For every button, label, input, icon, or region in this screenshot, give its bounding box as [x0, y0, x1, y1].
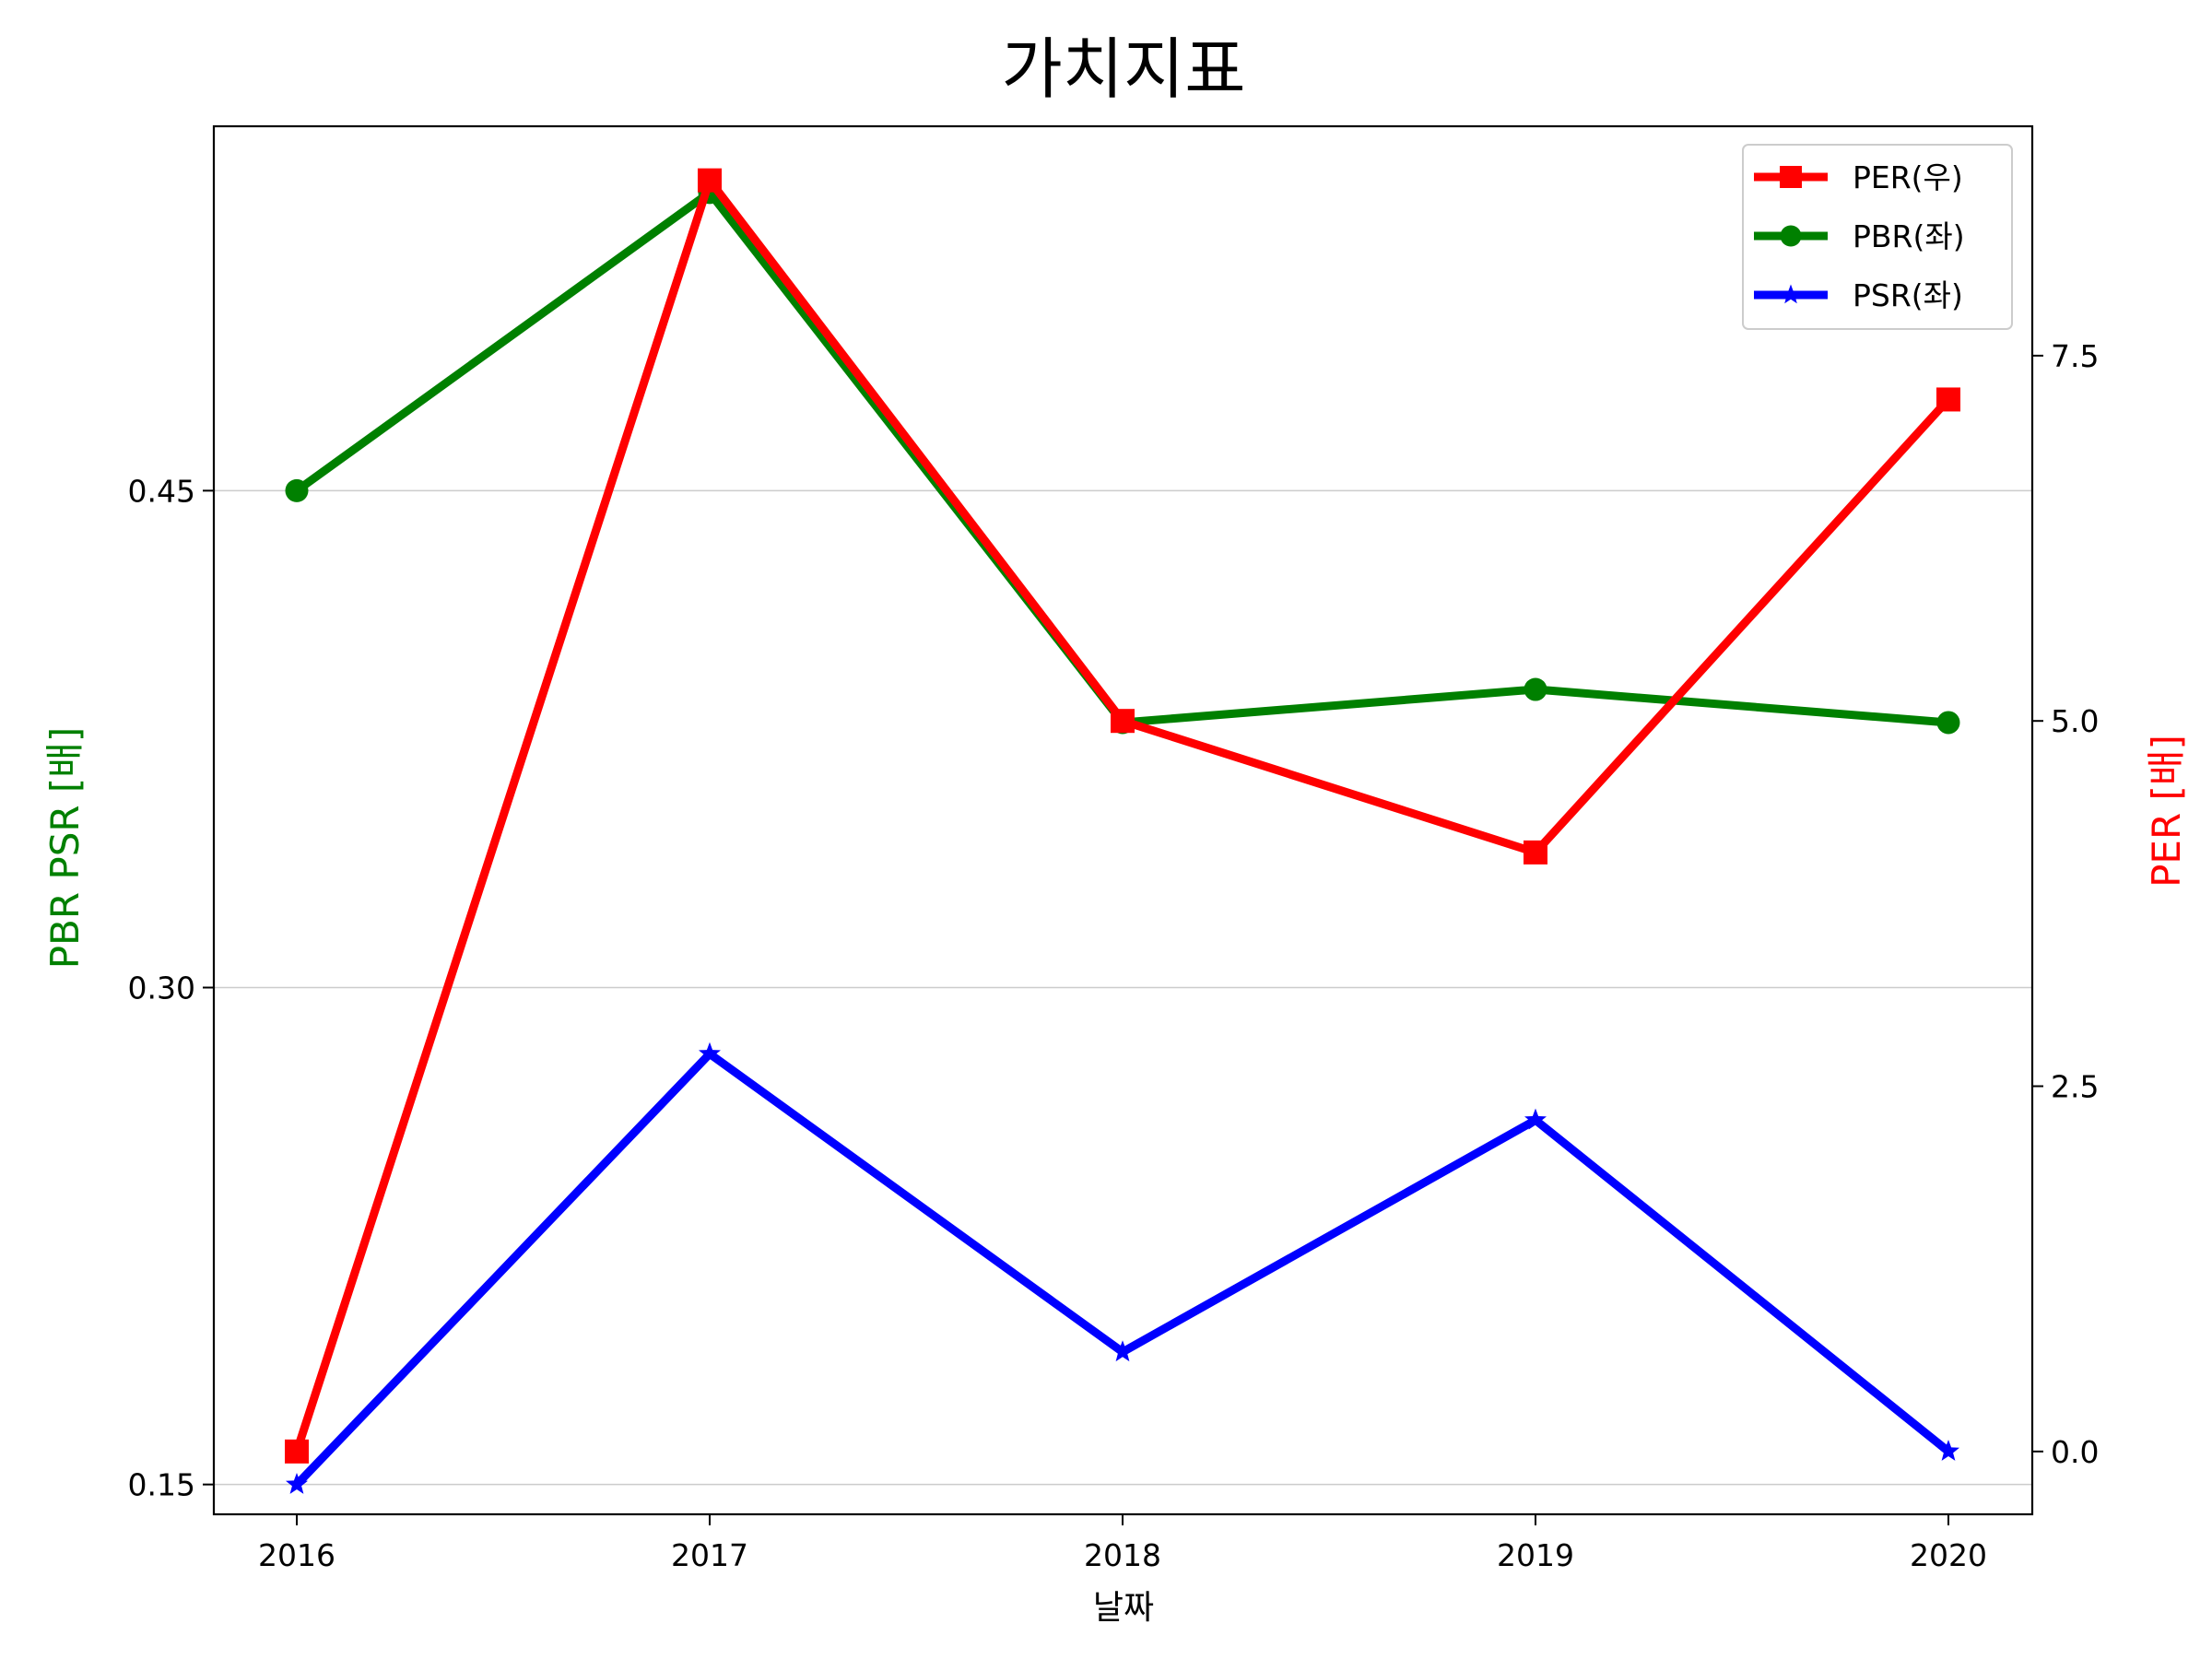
x-axis-label: 날짜 [1093, 1589, 1154, 1627]
left-y-tick-label: 0.45 [128, 473, 195, 509]
left-y-tick-label: 0.15 [128, 1467, 195, 1503]
x-tick-label: 2019 [1497, 1537, 1574, 1573]
data-point-pbr [285, 478, 309, 502]
data-point-psr [699, 1041, 721, 1064]
data-point-per [1524, 840, 1547, 865]
right-y-axis-label: PER [배] [2144, 735, 2189, 888]
legend-label-pbr: PBR(좌) [1853, 218, 1965, 254]
data-point-per [1936, 387, 1960, 412]
grid-layer [214, 489, 2032, 1486]
axis-layer: 0.15 0.30 0.45 0.0 2.5 5.0 7.5 2016 2017 2018 2019… [128, 338, 2100, 1573]
legend-marker-per [1780, 166, 1802, 188]
right-y-tick-label: 7.5 [2051, 338, 2099, 374]
legend-box [1742, 144, 2013, 330]
legend-label-per: PER(우) [1853, 159, 1963, 195]
right-y-tick-label: 5.0 [2051, 703, 2099, 739]
legend-marker-pbr [1780, 225, 1802, 247]
data-point-pbr [1524, 677, 1547, 701]
right-y-tick-label: 0.0 [2051, 1434, 2099, 1470]
right-y-tick-label: 2.5 [2051, 1069, 2099, 1105]
legend-label-psr: PSR(좌) [1853, 277, 1963, 313]
data-point-psr [286, 1473, 308, 1494]
data-point-pbr [1936, 711, 1960, 735]
legend-item-per: PER(우) [1754, 159, 1963, 195]
data-point-psr [1524, 1108, 1547, 1130]
legend-item-psr: PSR(좌) [1754, 277, 1963, 313]
x-tick-label: 2017 [671, 1537, 748, 1573]
data-point-psr [1112, 1340, 1134, 1362]
x-tick-label: 2016 [258, 1537, 335, 1573]
series-psr [286, 1041, 1959, 1494]
series-per [285, 168, 1960, 1464]
data-point-per [698, 168, 722, 193]
legend-item-pbr: PBR(좌) [1754, 218, 1965, 254]
legend: PER(우) PBR(좌) PSR(좌) [1742, 144, 2013, 330]
left-y-axis-label: PBR PSR [배] [42, 727, 88, 970]
left-y-tick-label: 0.30 [128, 971, 195, 1006]
x-tick-label: 2020 [1910, 1537, 1987, 1573]
series-layer [285, 168, 1960, 1494]
data-point-per [1111, 709, 1135, 734]
data-point-psr [1937, 1440, 1959, 1461]
chart-title: 가치지표 [1002, 30, 1246, 108]
data-point-per [285, 1439, 309, 1464]
legend-marker-psr [1781, 284, 1801, 304]
x-tick-label: 2018 [1084, 1537, 1161, 1573]
